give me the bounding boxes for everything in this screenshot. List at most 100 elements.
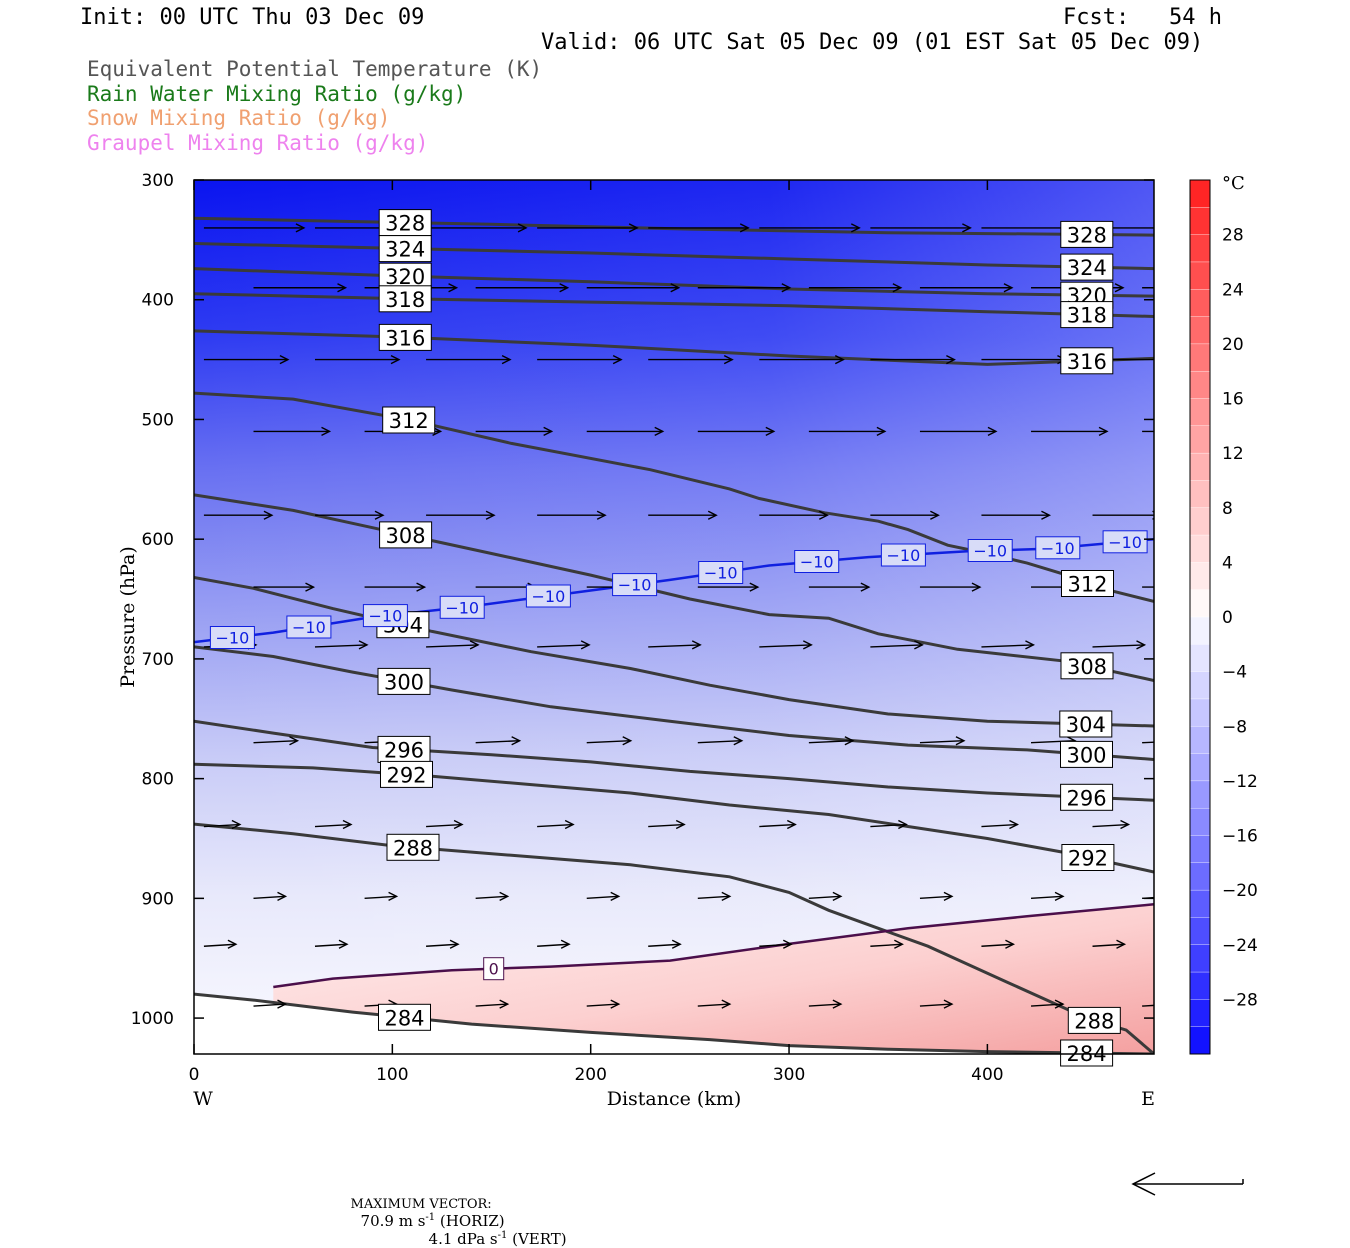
wind-vector (870, 939, 904, 949)
isotherm-label-minus10: −10 (362, 604, 408, 628)
wind-vector (981, 819, 1020, 830)
theta-e-contour-308 (194, 493, 1154, 682)
theta-e-label-292: 292 (1061, 844, 1115, 871)
wind-vector (537, 223, 639, 233)
svg-text:318: 318 (1067, 304, 1107, 328)
wind-vector (253, 736, 300, 746)
theta-e-label-318: 318 (378, 285, 432, 313)
svg-text:288: 288 (1074, 1009, 1114, 1033)
svg-text:308: 308 (1067, 655, 1107, 679)
colorbar-tick-label: 0 (1222, 608, 1233, 628)
theta-e-label-312: 312 (1061, 570, 1114, 597)
wind-vector (475, 891, 510, 901)
colorbar-tick-label: 24 (1222, 280, 1244, 300)
theta-e-label-300: 300 (377, 667, 431, 695)
theta-e-label-324: 324 (378, 235, 432, 263)
wind-vector (648, 640, 702, 650)
y-tick-label: 600 (142, 530, 174, 550)
svg-text:318: 318 (385, 288, 425, 312)
x-tick-label: 400 (971, 1065, 1003, 1085)
colorbar-tick-label: −24 (1222, 936, 1258, 956)
colorbar-swatch (1189, 343, 1211, 372)
svg-text:−10: −10 (1108, 533, 1142, 552)
wind-vector (1092, 939, 1127, 949)
colorbar-swatch (1189, 944, 1211, 973)
svg-text:−10: −10 (618, 576, 652, 595)
wind-vector (586, 891, 621, 901)
isotherm-label-minus10: −10 (794, 550, 840, 573)
svg-text:312: 312 (1067, 573, 1107, 597)
wind-vector (919, 999, 954, 1009)
colorbar-swatch (1189, 480, 1211, 509)
svg-text:300: 300 (384, 670, 424, 694)
wind-vector (426, 819, 464, 830)
wind-vector (314, 939, 349, 949)
colorbar-swatch (1189, 862, 1211, 891)
colorbar-swatch (1189, 780, 1211, 809)
wind-vector (808, 736, 855, 746)
svg-text:296: 296 (1067, 786, 1107, 810)
x-west-label: W (193, 1088, 213, 1110)
wind-vector (314, 510, 385, 520)
y-tick-label: 800 (142, 770, 174, 790)
svg-text:0: 0 (489, 960, 499, 979)
svg-text:288: 288 (393, 836, 433, 860)
theta-e-contour-296 (194, 719, 1154, 802)
y-tick-label: 900 (142, 889, 174, 909)
colorbar-swatch (1189, 316, 1211, 345)
theta-e-label-300: 300 (1060, 740, 1113, 768)
colorbar-swatch (1189, 207, 1211, 236)
wind-vector (870, 223, 972, 233)
wind-vector (203, 510, 274, 520)
wind-vector (870, 510, 940, 520)
x-east-label: E (1141, 1088, 1155, 1110)
wind-vector (253, 891, 288, 901)
wind-vector (426, 223, 528, 233)
wind-vector (981, 939, 1016, 949)
isotherm-label-minus10: −10 (439, 595, 485, 619)
terrain-mask (194, 994, 1154, 1054)
wind-vector (364, 891, 399, 901)
wind-vector (586, 283, 681, 293)
legend-rain: Rain Water Mixing Ratio (g/kg) (87, 82, 467, 106)
wind-vector (919, 582, 982, 592)
wind-vector (697, 736, 744, 746)
wind-vector (808, 426, 887, 437)
svg-text:324: 324 (385, 238, 425, 262)
x-tick-label: 200 (574, 1065, 606, 1085)
colorbar-unit: °C (1222, 173, 1245, 194)
colorbar-tick-label: 8 (1222, 499, 1233, 519)
legend-snow: Snow Mixing Ratio (g/kg) (87, 106, 391, 130)
colorbar-swatch (1189, 671, 1211, 700)
theta-e-label-320: 320 (378, 262, 432, 290)
wind-vector (808, 582, 871, 592)
wind-vector (1142, 1004, 1154, 1007)
wind-vector (1030, 999, 1065, 1009)
colorbar-swatch (1189, 562, 1211, 591)
colorbar-swatch (1189, 698, 1211, 727)
wind-vector (203, 354, 290, 365)
init-time: Init: 00 UTC Thu 03 Dec 09 (80, 5, 425, 30)
isotherm-label-minus10: −10 (209, 626, 255, 649)
theta-e-label-284: 284 (1060, 1039, 1114, 1067)
theta-e-label-316: 316 (378, 323, 432, 351)
wind-vector (648, 939, 682, 949)
isotherm-label-minus10: −10 (612, 573, 658, 597)
wind-vector (537, 819, 575, 830)
colorbar-swatch (1189, 726, 1211, 755)
isotherm-label-minus10: −10 (286, 615, 332, 639)
wind-vector (1092, 819, 1131, 830)
temperature-shading-east (194, 180, 1154, 1054)
svg-text:−10: −10 (292, 618, 326, 637)
theta-e-contour-284 (194, 992, 1154, 1054)
theta-e-contour-312 (194, 391, 1154, 603)
wind-vector (1142, 287, 1154, 289)
svg-text:320: 320 (385, 265, 425, 289)
colorbar-tick-label: −8 (1222, 717, 1247, 737)
wind-vector (697, 426, 776, 437)
colorbar-swatch (1189, 616, 1211, 646)
wind-vector (1030, 891, 1065, 901)
colorbar-swatch (1189, 452, 1211, 482)
wind-vector (1092, 510, 1154, 520)
theta-e-contour-318 (194, 292, 1154, 318)
